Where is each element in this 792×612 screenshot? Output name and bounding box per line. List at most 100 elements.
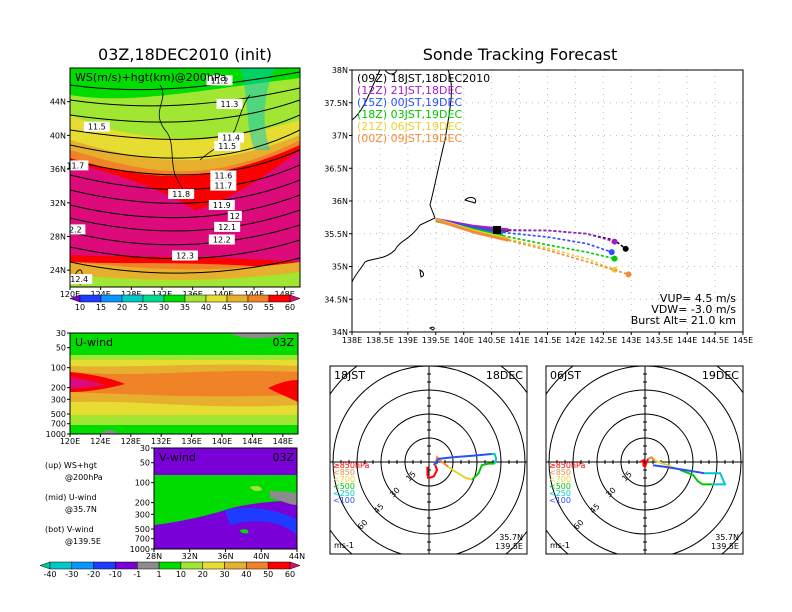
ws200-x-tick-label: 132E xyxy=(152,290,172,299)
hodograph-06JST: 15304560≥850hPa<850<700<500<250<10006JST… xyxy=(545,365,744,555)
hodograph-time: 06JST xyxy=(550,369,581,382)
vwind-panel: V-wind 03Z 28N 32N 36N 40N 44N 30 50 100 200 300… xyxy=(39,444,305,579)
track-x-tick-label: 141.5E xyxy=(534,336,562,345)
contour-label: 12.2 xyxy=(213,236,231,245)
hodograph-lon: 139.5E xyxy=(711,542,739,551)
hodograph-date: 18DEC xyxy=(486,369,523,382)
colorbar-label: 10 xyxy=(75,303,85,312)
colorbar-swatch xyxy=(142,294,165,303)
track-annotation: VUP= 4.5 m/s xyxy=(660,292,736,305)
hodograph-ring-label: 45 xyxy=(588,502,602,516)
pressure-tick-label: 100 xyxy=(135,479,150,488)
uwind-label: U-wind xyxy=(75,336,113,349)
pressure-tick-label: 200 xyxy=(135,499,150,508)
track-x-tick-label: 145E xyxy=(733,336,753,345)
contour-label-bg xyxy=(172,250,198,261)
hodograph-segment-5 xyxy=(432,453,492,466)
track-y-tick-label: 35.5N xyxy=(324,230,348,239)
hodograph-lat: 35.7N xyxy=(715,533,739,542)
track-coastlines xyxy=(352,70,477,331)
ws200-field-label: WS(m/s)+hgt(km)@200hPa xyxy=(75,71,227,84)
hodograph-ring-label: 30 xyxy=(604,486,618,500)
track-x-tick-label: 138.5E xyxy=(366,336,394,345)
colorbar-label: -30 xyxy=(65,570,78,579)
track-series-2-dashed xyxy=(502,231,612,253)
launch-marker xyxy=(493,226,501,234)
pressure-tick-label: 50 xyxy=(56,344,66,353)
colorbar-label: -1 xyxy=(133,570,141,579)
track-annotation: Burst Alt= 21.0 km xyxy=(631,314,736,327)
track-y-tick-label: 38N xyxy=(332,66,348,75)
colorbar-swatch xyxy=(268,294,291,303)
uwind-x-tick-label: 132E xyxy=(151,437,171,446)
contour-label-bg xyxy=(65,224,86,235)
track-x-axis: 138E 138.5E 139E 139.5E 140E 140.5E 141E 141.5E… xyxy=(342,332,753,345)
hodograph-segment-3 xyxy=(679,469,713,486)
track-series-3-dashed xyxy=(502,234,615,260)
track-series xyxy=(435,217,632,278)
pressure-tick-label: 700 xyxy=(135,535,150,544)
track-y-tick-label: 37.5N xyxy=(324,99,348,108)
colorbar-swatch xyxy=(205,294,228,303)
ws200-contours xyxy=(70,71,300,274)
pressure-tick-label: 100 xyxy=(51,364,66,373)
track-title: Sonde Tracking Forecast xyxy=(423,45,618,64)
vwind-time: 03Z xyxy=(272,451,294,464)
colorbar-label: 50 xyxy=(243,303,253,312)
colorbar-arrow-high xyxy=(289,561,301,570)
colorbar-label: 40 xyxy=(241,570,251,579)
contour-label: 2.2 xyxy=(69,225,82,234)
contour-label-bg xyxy=(206,75,233,86)
vwind-x-tick-label: 28N xyxy=(146,552,162,561)
contour-label: 11.6 xyxy=(214,172,232,181)
colorbar-swatch xyxy=(49,561,73,570)
track-x-tick-label: 139E xyxy=(398,336,418,345)
contour-label: 11.9 xyxy=(213,201,231,210)
ws200-y-axis: 24N 28N 32N 36N 40N 44N xyxy=(50,98,70,275)
vwind-x-tick-label: 44N xyxy=(289,552,305,561)
track-legend-entry: (15Z) 00JST,19DEC xyxy=(357,96,462,109)
hodograph-date: 19DEC xyxy=(702,369,739,382)
ws200-x-tick-label: 140E xyxy=(213,290,233,299)
uwind-x-tick-label: 124E xyxy=(90,437,110,446)
colorbar-label: 20 xyxy=(117,303,127,312)
contour-label-bg xyxy=(227,210,242,221)
ws200-x-tick-label: 128E xyxy=(121,290,141,299)
track-x-tick-label: 143E xyxy=(621,336,641,345)
uwind-field xyxy=(70,333,298,434)
colorbar-label: 30 xyxy=(219,570,229,579)
pressure-tick-label: 300 xyxy=(135,510,150,519)
hodograph-segment-3 xyxy=(471,462,495,481)
colorbar-label: 10 xyxy=(176,570,186,579)
ws200-y-tick-label: 32N xyxy=(50,199,66,208)
colorbar-swatch xyxy=(267,561,291,570)
vwind-x-tick-label: 40N xyxy=(253,552,269,561)
contour-label-bg xyxy=(218,132,244,143)
pressure-tick-label: 50 xyxy=(140,459,150,468)
vwind-x-tick-label: 32N xyxy=(182,552,198,561)
track-y-tick-label: 37N xyxy=(332,132,348,141)
ws200-y-tick-label: 44N xyxy=(50,98,66,107)
track-series-4-dashed xyxy=(508,238,615,271)
contour-label-bg xyxy=(210,180,237,191)
track-y-tick-label: 35N xyxy=(332,263,348,272)
colorbar-label: 25 xyxy=(138,303,148,312)
vwind-label: V-wind xyxy=(159,451,196,464)
contour-label: 12.1 xyxy=(218,223,236,232)
contour-label: 12 xyxy=(230,212,240,221)
contour-label: 11.8 xyxy=(172,190,190,199)
colorbar-arrow-low xyxy=(39,561,51,570)
colorbar-swatch xyxy=(79,294,102,303)
hodograph-legend-entry: <700 xyxy=(549,475,571,484)
ws200-x-tick-label: 144E xyxy=(244,290,264,299)
hodograph-legend-entry: <250 xyxy=(549,489,571,498)
contour-label-bg xyxy=(168,189,195,200)
ws200-x-tick-label: 120E xyxy=(60,290,80,299)
colorbar-swatch xyxy=(226,294,249,303)
uwind-x-tick-label: 144E xyxy=(242,437,262,446)
hodograph-segment-0 xyxy=(639,458,650,469)
hodograph-legend-entry: <250 xyxy=(333,489,355,498)
